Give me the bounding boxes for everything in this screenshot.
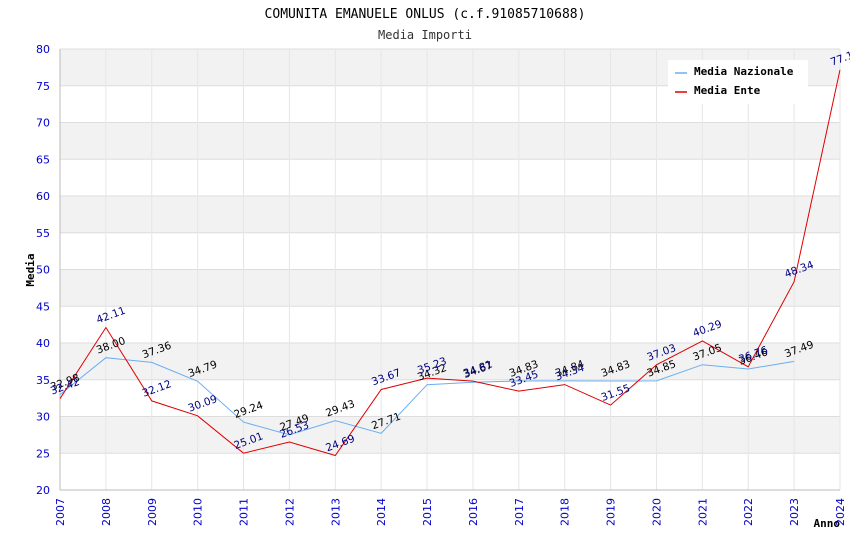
x-tick-label: 2007	[54, 498, 67, 526]
x-axis-title: Anno	[814, 517, 841, 530]
grid-lines	[59, 48, 841, 491]
x-tick-label: 2008	[100, 498, 113, 526]
x-axis-ticks: 2007 2008 2009 2010 2011 2012 2013 2014 2015 2016…	[54, 498, 847, 526]
grid-bands	[60, 49, 840, 490]
x-tick-label: 2014	[375, 498, 388, 526]
x-tick-label: 2015	[421, 498, 434, 526]
series-line-2	[59, 69, 841, 457]
legend: Media Nazionale Media Ente	[668, 60, 808, 104]
y-tick-label: 75	[36, 80, 50, 93]
x-tick-label: 2021	[696, 498, 709, 526]
chart-title: COMUNITA EMANUELE ONLUS (c.f.91085710688…	[265, 7, 586, 22]
grid-band	[60, 343, 840, 380]
x-tick-label: 2018	[559, 498, 572, 526]
grid-band	[60, 379, 840, 417]
grid-band	[60, 232, 840, 270]
y-tick-label: 55	[36, 227, 50, 240]
y-tick-label: 60	[36, 190, 50, 203]
grid-band	[60, 416, 840, 454]
legend-label: Media Ente	[694, 84, 761, 97]
x-tick-label: 2019	[605, 498, 618, 526]
grid-band	[60, 122, 840, 160]
y-tick-label: 40	[36, 337, 50, 350]
y-tick-label: 20	[36, 484, 50, 497]
series-line-1	[59, 357, 795, 436]
x-tick-label: 2017	[513, 498, 526, 526]
x-tick-label: 2024	[834, 498, 847, 526]
grid-band	[60, 269, 840, 307]
y-axis-ticks: 20 25 30 35 40 45 50 55 60 65 70 75 80	[36, 43, 50, 497]
chart-subtitle: Media Importi	[378, 28, 472, 42]
y-tick-label: 80	[36, 43, 50, 56]
y-tick-label: 45	[36, 300, 50, 313]
y-tick-label: 25	[36, 447, 50, 460]
x-tick-label: 2022	[742, 498, 755, 526]
x-tick-label: 2013	[329, 498, 342, 526]
grid-band	[60, 306, 840, 343]
legend-box	[668, 60, 808, 104]
axes	[59, 49, 840, 491]
x-tick-label: 2012	[283, 498, 296, 526]
x-tick-label: 2016	[467, 498, 480, 526]
y-tick-label: 65	[36, 153, 50, 166]
grid-band	[60, 453, 840, 490]
y-tick-label: 30	[36, 411, 50, 424]
x-tick-label: 2010	[192, 498, 205, 526]
y-tick-label: 50	[36, 264, 50, 277]
grid-band	[60, 196, 840, 233]
x-tick-label: 2020	[650, 498, 663, 526]
y-axis-title: Media	[24, 253, 37, 286]
x-tick-label: 2009	[146, 498, 159, 526]
y-tick-label: 35	[36, 374, 50, 387]
grid-band	[60, 159, 840, 196]
series-lines	[59, 69, 841, 457]
y-tick-label: 70	[36, 117, 50, 130]
x-tick-label: 2023	[788, 498, 801, 526]
legend-label: Media Nazionale	[694, 65, 794, 78]
x-tick-label: 2011	[238, 498, 251, 526]
